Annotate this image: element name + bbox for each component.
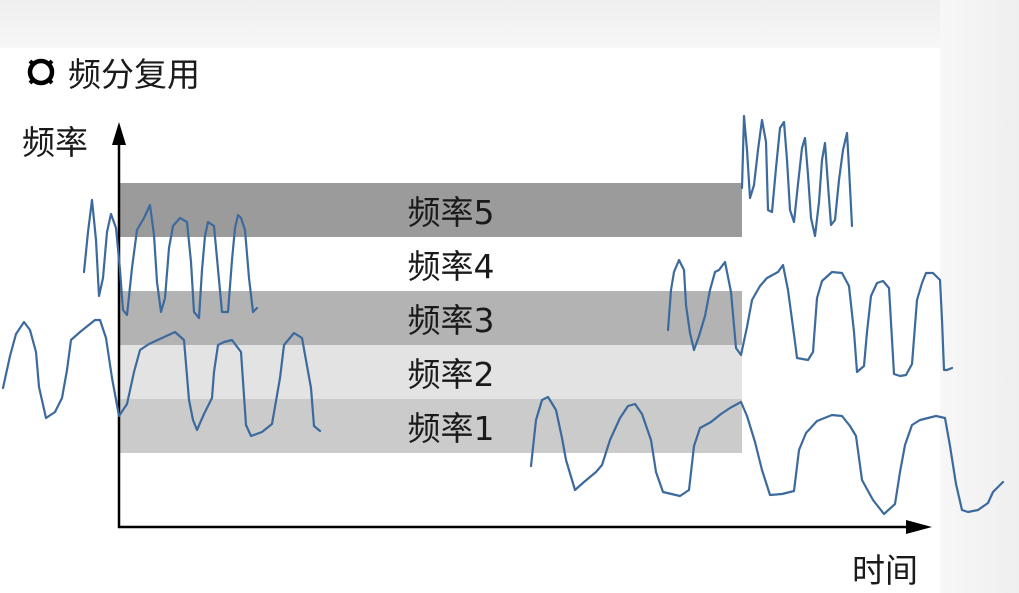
band-label: 频率3	[407, 301, 495, 340]
signal-wave-frequency-2-left	[1, 318, 322, 438]
signal-waves	[1, 114, 1005, 516]
y-axis-arrowhead	[112, 122, 126, 145]
diagram-title: 频分复用	[24, 50, 200, 94]
signal-wave-frequency-1-right	[529, 395, 1005, 516]
band-frequency-3: 频率3	[120, 291, 742, 345]
signal-wave-frequency-5-right	[740, 114, 854, 238]
signal-wave-frequency-3-right	[666, 258, 954, 378]
signal-wave-frequency-5-left	[82, 198, 259, 320]
ring-icon	[27, 58, 55, 86]
background-gradient-top	[0, 0, 1019, 48]
band-label: 频率1	[407, 409, 495, 448]
band-frequency-2: 频率2	[120, 345, 742, 399]
band-label: 频率5	[407, 193, 495, 232]
title-text: 频分复用	[68, 55, 200, 94]
x-axis-label: 时间	[852, 551, 918, 590]
band-label: 频率2	[407, 355, 495, 394]
band-frequency-4: 频率4	[120, 237, 742, 291]
x-axis-arrowhead	[906, 520, 932, 534]
background-gradient-right	[940, 0, 1019, 593]
band-frequency-5: 频率5	[120, 183, 742, 237]
y-axis-label: 频率	[22, 123, 88, 162]
band-label: 频率4	[407, 247, 495, 286]
axes	[112, 122, 932, 534]
